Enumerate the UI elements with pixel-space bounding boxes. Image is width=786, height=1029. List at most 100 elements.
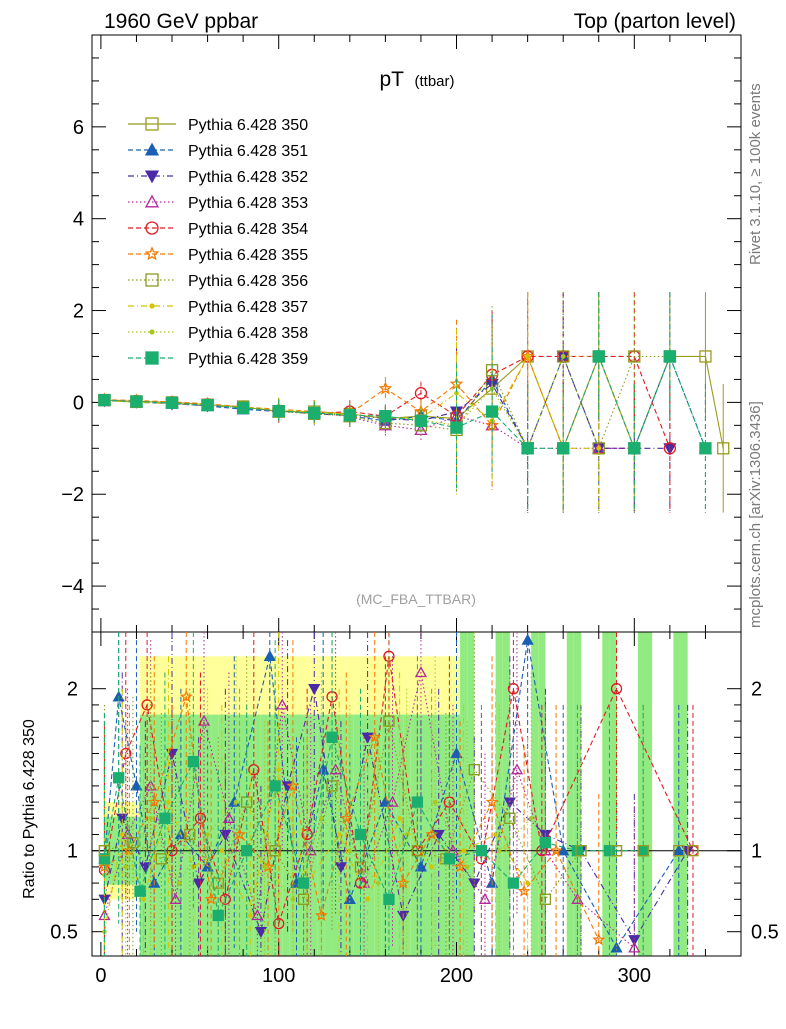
main-data-point (717, 442, 730, 455)
main-ytick-label: 0 (73, 392, 84, 414)
ratio-data-point (123, 864, 129, 870)
ratio-data-point (504, 812, 516, 824)
main-data-point (165, 396, 179, 409)
ratio-band-green (396, 714, 404, 956)
ratio-data-point (610, 941, 623, 953)
main-data-point (130, 395, 143, 408)
ratio-data-point (276, 767, 281, 773)
ratio-data-point (241, 845, 253, 857)
ratio-reference-point (637, 845, 649, 857)
plot-title-sub: (ttbar) (414, 73, 454, 90)
main-data-point (560, 354, 566, 359)
ratio-data-point (176, 880, 182, 886)
ratio-data-point (354, 861, 367, 873)
ratio-data-point (134, 885, 146, 897)
main-data-point (592, 350, 605, 363)
ratio-data-point (251, 909, 264, 921)
legend-marker (144, 194, 160, 208)
ratio-data-point (334, 862, 348, 874)
legend-label: Pythia 6.428 356 (188, 273, 308, 290)
ratio-data-point (450, 747, 463, 759)
ratio-data-point (386, 795, 399, 807)
ratio-data-point (343, 892, 356, 904)
main-data-point (628, 350, 641, 363)
ratio-band-green (339, 714, 347, 956)
legend-marker (145, 221, 159, 235)
legend-label: Pythia 6.428 354 (188, 221, 308, 238)
main-data-point (308, 406, 321, 420)
legend-label: Pythia 6.428 355 (188, 247, 308, 264)
main-data-point (663, 350, 677, 363)
legend-item: Pythia 6.428 355 (128, 246, 308, 264)
ratio-data-point (397, 816, 402, 821)
ratio-band-green (680, 632, 688, 956)
ratio-ytick-label-right: 1 (751, 841, 762, 863)
main-series-line (104, 355, 635, 450)
ratio-data-point (539, 836, 552, 849)
ratio-data-point (468, 764, 480, 776)
header-energy: 1960 GeV ppbar (104, 10, 258, 33)
ratio-band-green (324, 714, 333, 956)
ratio-data-point (219, 848, 225, 854)
ratio-data-point (539, 893, 552, 905)
ratio-data-point (571, 845, 584, 857)
ratio-data-point (347, 848, 353, 854)
ratio-data-point (628, 935, 641, 947)
legend-item: Pythia 6.428 351 (128, 142, 308, 160)
ratio-band-green (260, 714, 269, 956)
ratio-data-point (510, 763, 524, 775)
analysis-annotation: (MC_FBA_TTBAR) (356, 591, 476, 607)
ratio-data-point (148, 816, 153, 821)
ratio-series-line (103, 737, 644, 918)
main-data-point (414, 387, 428, 400)
main-series-line (104, 355, 599, 449)
ratio-data-point (130, 779, 143, 791)
legend-label: Pythia 6.428 357 (188, 299, 308, 316)
ratio-data-point (159, 812, 171, 824)
ratio-data-point (254, 927, 268, 939)
ratio-data-point (521, 633, 534, 645)
legend-label: Pythia 6.428 353 (188, 195, 308, 212)
ratio-data-point (610, 683, 623, 695)
ratio-data-point (319, 816, 324, 821)
legend-marker (145, 351, 159, 365)
legend-item: Pythia 6.428 352 (128, 169, 308, 186)
ratio-band-green (282, 714, 290, 956)
ratio-data-point (262, 864, 267, 870)
legend: Pythia 6.428 350 Pythia 6.428 351 Pythia 6… (128, 117, 308, 368)
ratio-band-green (253, 714, 261, 956)
ratio-data-point (592, 933, 606, 946)
legend-item: Pythia 6.428 356 (128, 273, 308, 290)
ratio-data-point (507, 877, 520, 889)
ratio-data-point (603, 845, 616, 857)
ratio-data-point (269, 845, 281, 857)
ratio-data-point (166, 845, 178, 857)
ratio-data-point (119, 832, 125, 837)
main-series-line (104, 354, 670, 450)
legend-marker (145, 117, 159, 131)
ratio-data-point (336, 832, 342, 837)
main-data-point (557, 442, 570, 455)
ratio-data-point (383, 715, 395, 727)
main-data-point (201, 398, 214, 412)
main-data-point (378, 381, 393, 395)
main-series-9 (98, 292, 712, 513)
ratio-data-point (637, 845, 649, 857)
main-series-5 (97, 292, 642, 513)
main-ytick-label: −4 (61, 576, 84, 598)
main-series-8 (102, 292, 637, 513)
ratio-ticks: 0.5 0.5 1 1 2 2 0 100 200 300 (50, 632, 779, 987)
ratio-band-green (644, 632, 653, 956)
main-data-point (343, 409, 356, 422)
legend-label: Pythia 6.428 351 (188, 143, 308, 160)
main-ytick-label: 4 (73, 209, 84, 231)
ratio-data-point (475, 845, 488, 857)
legend-marker (149, 329, 155, 335)
legend-label: Pythia 6.428 359 (188, 351, 308, 368)
ratio-band-green (502, 632, 510, 956)
ratio-data-point (187, 755, 200, 768)
main-data-point (699, 442, 712, 455)
ratio-data-point (429, 864, 434, 870)
ratio-data-point (493, 832, 498, 837)
ratio-data-point (528, 816, 534, 821)
